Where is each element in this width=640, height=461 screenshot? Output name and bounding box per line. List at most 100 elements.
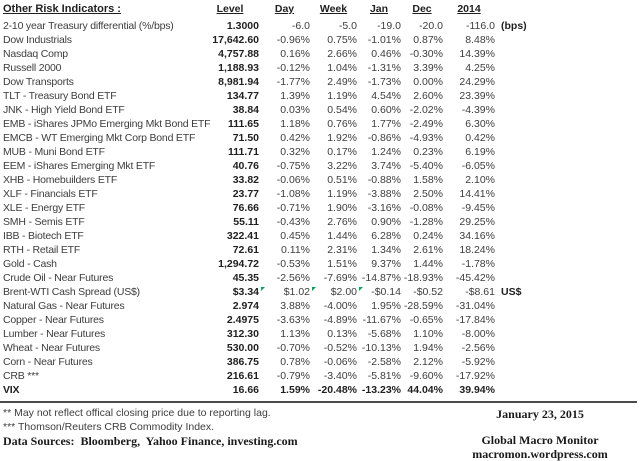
day-value: 0.11% — [281, 244, 310, 256]
week-value: 2.49% — [327, 76, 357, 88]
jan-value: -1.73% — [367, 76, 401, 88]
level-value: 312.30 — [226, 328, 259, 340]
day-value: -0.79% — [276, 370, 310, 382]
year-2014-value: 6.30% — [465, 118, 495, 130]
week-value: -4.00% — [323, 300, 357, 312]
unit-label: (bps) — [501, 20, 527, 32]
jan-value: -14.87% — [361, 272, 401, 284]
jan-value: 1.34% — [371, 244, 401, 256]
jan-value: -0.86% — [367, 132, 401, 144]
risk-indicators-table: Other Risk Indicators : Level Day Week J… — [3, 2, 603, 397]
year-2014-value: 18.24% — [459, 244, 495, 256]
indicator-name: Dow Transports — [3, 76, 74, 88]
indicator-name: CRB *** — [3, 370, 39, 382]
footnote-crb-index: *** Thomson/Reuters CRB Commodity Index. — [3, 421, 215, 433]
dec-value: -2.49% — [409, 118, 443, 130]
unit-label — [495, 187, 540, 201]
unit-label — [495, 47, 540, 61]
day-value: 0.42% — [280, 132, 310, 144]
table-row: EMB - iShares JPMo Emerging Mkt Bond ETF… — [3, 117, 603, 131]
table-row: Wheat - Near Futures 530.00 -0.70% -0.52… — [3, 341, 603, 355]
level-value: 1,188.93 — [218, 62, 259, 74]
table-row: XHB - Homebuilders ETF 33.82 -0.06% 0.51… — [3, 173, 603, 187]
jan-value: 6.28% — [371, 230, 401, 242]
unit-label — [495, 33, 540, 47]
indicator-name: 2-10 year Treasury differential (%/bps) — [3, 20, 174, 32]
day-value: -0.71% — [276, 202, 310, 214]
day-value: -0.06% — [276, 174, 310, 186]
jan-value: 1.24% — [371, 146, 401, 158]
day-value: -2.56% — [276, 272, 310, 284]
jan-value: 0.60% — [371, 104, 401, 116]
table-row: Natural Gas - Near Futures 2.974 3.88% -… — [3, 299, 603, 313]
table-row: Nasdaq Comp 4,757.88 0.16% 2.66% 0.46% -… — [3, 47, 603, 61]
day-value: 3.88% — [280, 300, 310, 312]
jan-value: -2.58% — [367, 356, 401, 368]
header-spacer — [495, 2, 540, 19]
year-2014-value: -8.00% — [461, 328, 495, 340]
level-value: 33.82 — [232, 174, 259, 186]
table-row: Crude Oil - Near Futures 45.35 -2.56% -7… — [3, 271, 603, 285]
week-value: 0.13% — [327, 328, 357, 340]
year-2014-value: 34.16% — [459, 230, 495, 242]
table-row: Corn - Near Futures 386.75 0.78% -0.06% … — [3, 355, 603, 369]
year-2014-value: 2.10% — [465, 174, 495, 186]
unit-label — [495, 369, 540, 383]
col-header-jan: Jan — [369, 3, 389, 15]
year-2014-value: 39.94% — [459, 384, 495, 396]
level-value: 1.3000 — [226, 20, 259, 32]
year-2014-value: -$8.61 — [465, 286, 495, 298]
dec-value: 2.12% — [413, 356, 443, 368]
jan-value: -10.13% — [361, 342, 401, 354]
year-2014-value: -17.92% — [455, 370, 495, 382]
unit-label: US$ — [501, 286, 522, 298]
level-value: 72.61 — [232, 244, 259, 256]
table-row: SMH - Semis ETF 55.11 -0.43% 2.76% 0.90%… — [3, 215, 603, 229]
year-2014-value: 6.19% — [465, 146, 495, 158]
level-value: 45.35 — [232, 272, 259, 284]
unit-label — [495, 61, 540, 75]
week-value: 2.31% — [327, 244, 357, 256]
week-value: -0.06% — [323, 356, 357, 368]
dec-value: 1.94% — [413, 342, 443, 354]
unit-label — [495, 201, 540, 215]
dec-value: 2.60% — [413, 90, 443, 102]
unit-label — [495, 355, 540, 369]
week-value: -4.89% — [323, 314, 357, 326]
dec-value: -1.28% — [409, 216, 443, 228]
col-header-week: Week — [319, 3, 348, 15]
site-name: Global Macro Monitor — [481, 433, 599, 447]
year-2014-value: 14.39% — [459, 48, 495, 60]
cell-comment-flag-icon — [312, 287, 316, 291]
dec-value: -0.08% — [409, 202, 443, 214]
day-value: -0.70% — [276, 342, 310, 354]
dec-value: -0.30% — [409, 48, 443, 60]
week-value: -3.40% — [323, 370, 357, 382]
level-value: 2.974 — [232, 300, 259, 312]
indicator-name: Wheat - Near Futures — [3, 342, 100, 354]
table-body: 2-10 year Treasury differential (%/bps) … — [3, 19, 603, 397]
dec-value: 0.87% — [413, 34, 443, 46]
week-value: -5.0 — [338, 20, 357, 32]
week-value: 1.92% — [327, 132, 357, 144]
level-value: 4,757.88 — [218, 48, 259, 60]
year-2014-value: 0.42% — [465, 132, 495, 144]
year-2014-value: -31.04% — [455, 300, 495, 312]
jan-value: -5.81% — [367, 370, 401, 382]
level-value: 71.50 — [232, 132, 259, 144]
table-row: Lumber - Near Futures 312.30 1.13% 0.13%… — [3, 327, 603, 341]
day-value: 0.32% — [280, 146, 310, 158]
jan-value: 1.95% — [371, 300, 401, 312]
table-row: 2-10 year Treasury differential (%/bps) … — [3, 19, 603, 33]
day-value: 1.18% — [280, 118, 310, 130]
col-header-level: Level — [216, 3, 244, 15]
dec-value: 2.61% — [413, 244, 443, 256]
day-value: -1.77% — [276, 76, 310, 88]
level-value: 17,642.60 — [212, 34, 259, 46]
year-2014-value: -1.78% — [461, 258, 495, 270]
week-value: 1.51% — [327, 258, 357, 270]
jan-value: 0.46% — [371, 48, 401, 60]
day-value: $1.02 — [259, 285, 310, 299]
jan-value: -11.67% — [362, 314, 401, 326]
day-value: 1.59% — [280, 384, 310, 396]
